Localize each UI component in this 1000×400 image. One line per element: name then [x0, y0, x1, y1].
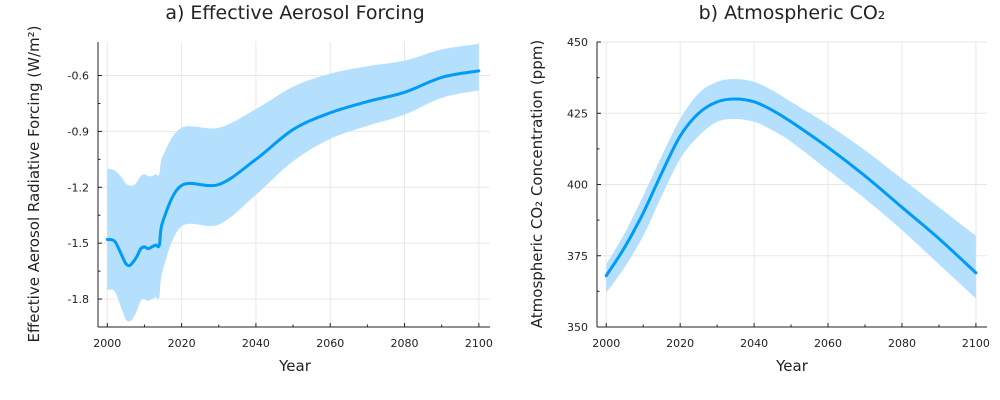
- y-tick-label: 400: [567, 179, 588, 192]
- y-tick-label: 375: [567, 250, 588, 263]
- chart-title: a) Effective Aerosol Forcing: [165, 2, 424, 24]
- y-tick-label: 350: [567, 321, 588, 334]
- y-tick-label: -0.6: [68, 70, 89, 83]
- x-tick-label: 2020: [666, 337, 694, 350]
- x-tick-label: 2000: [93, 337, 121, 350]
- x-tick-label: 2000: [592, 337, 620, 350]
- x-tick-label: 2020: [168, 337, 196, 350]
- chart-title: b) Atmospheric CO₂: [699, 2, 886, 24]
- x-tick-label: 2060: [316, 337, 344, 350]
- y-tick-label: 425: [567, 107, 588, 120]
- x-tick-label: 2080: [391, 337, 419, 350]
- y-tick-label: -0.9: [68, 125, 89, 138]
- y-axis-label: Effective Aerosol Radiative Forcing (W/m…: [25, 26, 43, 343]
- x-tick-label: 2060: [814, 337, 842, 350]
- y-axis-label: Atmospheric CO₂ Concentration (ppm): [528, 40, 546, 328]
- x-tick-label: 2100: [962, 337, 990, 350]
- x-tick-label: 2040: [242, 337, 270, 350]
- panel-a-aerosol-forcing: 2000 2020 2040 2060 2080 2100 -1.8 -1.5 -1.2 -0.9…: [25, 2, 493, 375]
- y-tick-label: -1.5: [68, 237, 89, 250]
- x-tick-label: 2080: [888, 337, 916, 350]
- series-line: [105, 69, 481, 268]
- y-tick-label: -1.8: [68, 293, 89, 306]
- panel-b-atmospheric-co2: 2000 2020 2040 2060 2080 2100350375400425450 …: [528, 2, 990, 375]
- uncertainty-band: [107, 43, 479, 322]
- uncertainty-band: [606, 79, 976, 299]
- y-tick-label: 450: [567, 36, 588, 49]
- x-axis-label: Year: [775, 357, 809, 375]
- y-tick-label: -1.2: [68, 181, 89, 194]
- x-axis-label: Year: [278, 357, 312, 375]
- x-tick-label: 2040: [740, 337, 768, 350]
- series-line: [604, 97, 978, 278]
- x-tick-label: 2100: [465, 337, 493, 350]
